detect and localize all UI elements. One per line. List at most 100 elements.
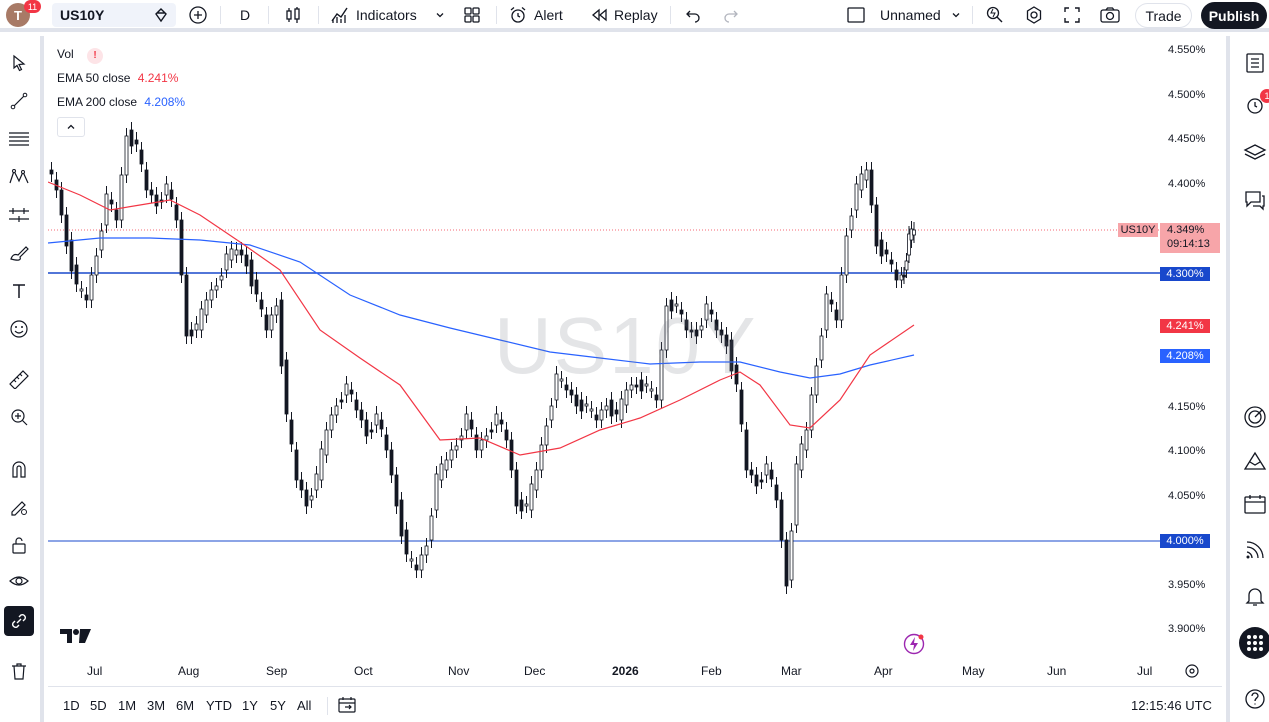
candle-body xyxy=(629,384,634,391)
collapse-legend-button[interactable] xyxy=(57,117,85,137)
candle-body xyxy=(884,249,889,255)
candle-body xyxy=(134,139,139,145)
hline-lower-tag: 4.000% xyxy=(1160,534,1210,548)
candle-body xyxy=(539,444,544,471)
alert-button[interactable]: Alert xyxy=(508,0,563,30)
time-tick-year: 2026 xyxy=(612,664,639,678)
utc-clock[interactable]: 12:15:46 UTC xyxy=(1131,698,1212,713)
candle-body xyxy=(254,279,259,295)
chat-icon[interactable] xyxy=(1242,187,1268,213)
candle-body xyxy=(369,429,374,433)
candle-body xyxy=(179,219,184,276)
candle-body xyxy=(334,405,339,416)
favorite-icon[interactable] xyxy=(151,0,171,30)
candle-body xyxy=(664,305,669,351)
quick-search-icon[interactable] xyxy=(985,0,1005,30)
candle-body xyxy=(814,365,819,396)
candle-body xyxy=(484,435,489,441)
layers-icon[interactable] xyxy=(1242,140,1268,166)
brush-icon[interactable] xyxy=(6,240,32,266)
layout-name-button[interactable]: Unnamed xyxy=(880,0,941,30)
price-tick: 4.100% xyxy=(1168,445,1206,457)
zoom-in-icon[interactable] xyxy=(6,404,32,430)
replay-button[interactable]: Replay xyxy=(590,0,658,30)
ruler-icon[interactable] xyxy=(6,366,32,392)
ema200-legend[interactable]: EMA 200 close 4.208% xyxy=(57,95,185,109)
news-feed-icon[interactable] xyxy=(1242,537,1268,563)
price-chart[interactable] xyxy=(48,40,1222,685)
layout-checkbox-icon[interactable] xyxy=(846,0,866,30)
trade-button[interactable]: Trade xyxy=(1135,3,1192,28)
trash-icon[interactable] xyxy=(6,658,32,684)
candle-body xyxy=(384,434,389,451)
notifications-bell-icon[interactable] xyxy=(1242,583,1268,609)
indicators-button[interactable]: Indicators xyxy=(330,0,417,30)
watchlist-icon[interactable] xyxy=(1242,50,1268,76)
candle-body xyxy=(794,463,799,526)
link-icon[interactable] xyxy=(4,606,34,636)
volume-legend[interactable]: Vol ! xyxy=(57,47,104,64)
chart-type-candles-icon[interactable] xyxy=(283,0,303,30)
range-1m[interactable]: 1M xyxy=(118,698,137,713)
lock-icon[interactable] xyxy=(6,532,32,558)
candle-body xyxy=(912,229,916,236)
candle-body xyxy=(714,319,719,331)
range-all[interactable]: All xyxy=(297,698,312,713)
candle-body xyxy=(579,399,584,412)
axis-settings-gear-icon[interactable] xyxy=(1184,663,1200,684)
apps-grid-icon[interactable] xyxy=(1239,627,1269,659)
tradingview-logo[interactable] xyxy=(60,627,92,650)
compare-add-icon[interactable] xyxy=(188,0,208,30)
ema200-line xyxy=(48,237,915,379)
fib-retracement-icon[interactable] xyxy=(6,126,32,152)
go-to-date-icon[interactable] xyxy=(337,695,357,718)
alerts-badge: 1 xyxy=(1260,89,1269,103)
settings-gear-icon[interactable] xyxy=(1024,0,1044,30)
calendar-icon[interactable] xyxy=(1242,491,1268,517)
publish-button[interactable]: Publish xyxy=(1201,2,1267,29)
stay-in-drawing-icon[interactable] xyxy=(6,494,32,520)
emoji-icon[interactable] xyxy=(6,316,32,342)
top-toolbar: T 11 US10Y D Indicators Alert Replay Unn… xyxy=(0,0,1269,32)
lightning-icon[interactable] xyxy=(903,633,925,660)
fullscreen-icon[interactable] xyxy=(1062,0,1082,30)
candle-body xyxy=(379,419,384,430)
interval-button[interactable]: D xyxy=(240,0,250,30)
pattern-icon[interactable] xyxy=(6,164,32,190)
candle-body xyxy=(209,289,214,301)
forecast-icon[interactable] xyxy=(6,202,32,228)
ema50-legend[interactable]: EMA 50 close 4.241% xyxy=(57,71,178,85)
undo-icon[interactable] xyxy=(684,0,702,30)
candle-body xyxy=(679,309,684,315)
drawing-toolbar xyxy=(0,36,44,722)
chevron-down-icon[interactable] xyxy=(434,0,446,30)
eye-icon[interactable] xyxy=(6,568,32,594)
candle-body xyxy=(544,425,549,446)
ideas-mountain-icon[interactable] xyxy=(1242,448,1268,474)
candle-body xyxy=(699,325,704,331)
symbol-search[interactable] xyxy=(52,3,176,27)
text-icon[interactable] xyxy=(6,278,32,304)
target-icon[interactable] xyxy=(1242,404,1268,430)
range-ytd[interactable]: YTD xyxy=(206,698,232,713)
range-5y[interactable]: 5Y xyxy=(270,698,286,713)
warning-icon[interactable]: ! xyxy=(87,48,104,64)
cursor-icon[interactable] xyxy=(6,50,32,76)
redo-icon[interactable] xyxy=(722,0,740,30)
range-1d[interactable]: 1D xyxy=(63,698,80,713)
range-6m[interactable]: 6M xyxy=(176,698,195,713)
layout-chevron-down-icon[interactable] xyxy=(950,0,962,30)
candle-body xyxy=(129,129,134,147)
range-5d[interactable]: 5D xyxy=(90,698,107,713)
camera-snapshot-icon[interactable] xyxy=(1099,0,1121,30)
candle-body xyxy=(689,329,694,333)
trend-line-icon[interactable] xyxy=(6,88,32,114)
templates-grid-icon[interactable] xyxy=(462,0,482,30)
range-3m[interactable]: 3M xyxy=(147,698,166,713)
alerts-clock-icon[interactable] xyxy=(1242,92,1268,118)
magnet-icon[interactable] xyxy=(6,456,32,482)
range-1y[interactable]: 1Y xyxy=(242,698,258,713)
candle-body xyxy=(659,349,664,401)
candle-body xyxy=(819,335,824,361)
help-icon[interactable] xyxy=(1242,686,1268,712)
